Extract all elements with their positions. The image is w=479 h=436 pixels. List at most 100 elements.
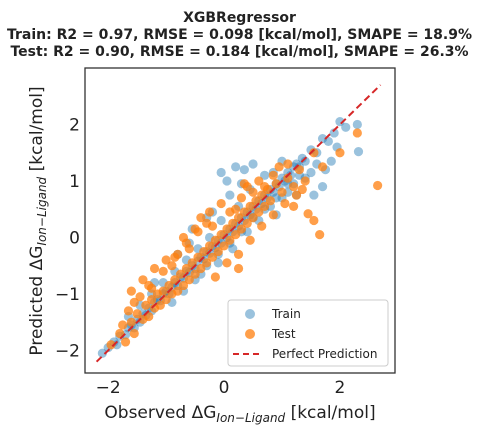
test-point xyxy=(268,210,278,220)
test-point xyxy=(225,235,235,245)
test-point xyxy=(118,320,128,330)
test-point xyxy=(178,280,189,291)
y-axis-label-prefix: Predicted xyxy=(27,270,47,355)
y-tick-label-1: 1 xyxy=(69,172,80,192)
test-point xyxy=(317,162,328,172)
test-point xyxy=(233,249,244,259)
test-point xyxy=(170,252,180,262)
train-point xyxy=(297,153,307,163)
test-point xyxy=(288,201,299,211)
test-point xyxy=(207,221,218,231)
train-point xyxy=(97,348,107,358)
test-point xyxy=(141,300,151,310)
legend-test-marker xyxy=(245,329,255,339)
test-point xyxy=(210,272,220,282)
perfect-prediction-line xyxy=(95,84,382,363)
test-point xyxy=(213,246,223,257)
x-tick-label-neg2: −2 xyxy=(96,378,121,398)
test-point xyxy=(155,300,165,310)
test-point xyxy=(277,187,287,197)
test-point xyxy=(167,261,177,271)
train-point xyxy=(216,215,226,226)
y-tick-label-neg1: −1 xyxy=(55,285,80,305)
train-point xyxy=(352,119,362,130)
test-point xyxy=(228,218,238,228)
train-point xyxy=(213,258,223,268)
test-point xyxy=(196,213,206,223)
test-point xyxy=(248,187,258,197)
train-point xyxy=(216,167,226,178)
test-point xyxy=(260,201,270,211)
test-point xyxy=(239,179,249,189)
x-tick-label-0: 0 xyxy=(219,378,230,398)
train-point xyxy=(335,117,345,127)
test-point xyxy=(248,213,258,223)
test-point xyxy=(147,283,157,293)
test-point xyxy=(193,227,203,237)
test-point xyxy=(190,269,200,279)
legend-train-label: Train xyxy=(271,307,301,321)
y-tick-label-0: 0 xyxy=(69,228,80,248)
train-point xyxy=(231,162,241,172)
test-point xyxy=(236,224,247,234)
train-point xyxy=(329,128,339,138)
test-point xyxy=(132,309,142,319)
legend-perfect-prediction-label: Perfect Prediction xyxy=(272,347,377,361)
test-point xyxy=(303,209,313,219)
test-point xyxy=(300,176,310,186)
test-point xyxy=(129,328,139,339)
train-point xyxy=(300,156,310,166)
test-point xyxy=(207,252,218,262)
test-point xyxy=(283,159,293,169)
test-point xyxy=(271,179,281,189)
test-point xyxy=(199,246,209,257)
title-line-test: Test: R2 = 0.90, RMSE = 0.184 [kcal/mol]… xyxy=(10,44,468,60)
x-axis: −2 0 2 Observed ΔGIon−Ligand [kcal/mol] xyxy=(96,378,376,425)
test-point xyxy=(233,263,244,274)
test-point xyxy=(265,196,276,206)
test-point xyxy=(254,176,264,186)
test-point xyxy=(184,275,194,285)
test-point xyxy=(335,148,345,158)
x-axis-label: Observed ΔGIon−Ligand [kcal/mol] xyxy=(104,403,375,425)
test-point xyxy=(309,215,319,226)
y-axis-label-suffix: [kcal/mol] xyxy=(27,86,47,176)
test-point xyxy=(373,180,383,191)
test-point xyxy=(291,190,302,200)
train-point xyxy=(317,134,328,144)
test-point xyxy=(196,263,206,274)
train-point xyxy=(228,244,238,254)
x-tick-label-2: 2 xyxy=(335,378,346,398)
test-point xyxy=(126,317,136,327)
chart-title: XGBRegressor Train: R2 = 0.97, RMSE = 0.… xyxy=(7,10,472,60)
test-point xyxy=(260,182,270,192)
test-point xyxy=(126,286,136,296)
test-point xyxy=(288,182,299,192)
test-point xyxy=(202,258,212,268)
x-axis-label-prefix: Observed xyxy=(104,403,191,423)
test-point xyxy=(245,201,255,211)
test-point xyxy=(268,170,278,180)
test-point xyxy=(123,306,134,316)
test-point xyxy=(297,184,307,195)
test-point xyxy=(309,148,319,158)
test-point xyxy=(135,292,145,302)
train-point xyxy=(306,167,316,178)
train-point xyxy=(225,190,235,200)
test-point xyxy=(204,207,215,217)
y-axis-label-subscript: Ion−Ligand xyxy=(35,176,49,245)
train-point xyxy=(326,156,336,166)
test-point xyxy=(231,204,241,214)
x-axis-label-suffix: [kcal/mol] xyxy=(285,403,375,423)
test-point xyxy=(283,173,293,183)
test-point xyxy=(129,297,139,307)
title-line-train: Train: R2 = 0.97, RMSE = 0.098 [kcal/mol… xyxy=(7,27,472,43)
test-point xyxy=(138,275,148,285)
train-point xyxy=(239,165,249,175)
test-point xyxy=(106,340,116,350)
test-point xyxy=(222,224,232,234)
y-axis: −2 −1 0 1 2 Predicted ΔGIon−Ligand [kcal… xyxy=(27,86,80,361)
x-axis-label-subscript: Ion−Ligand xyxy=(216,411,285,425)
test-point xyxy=(245,235,255,245)
